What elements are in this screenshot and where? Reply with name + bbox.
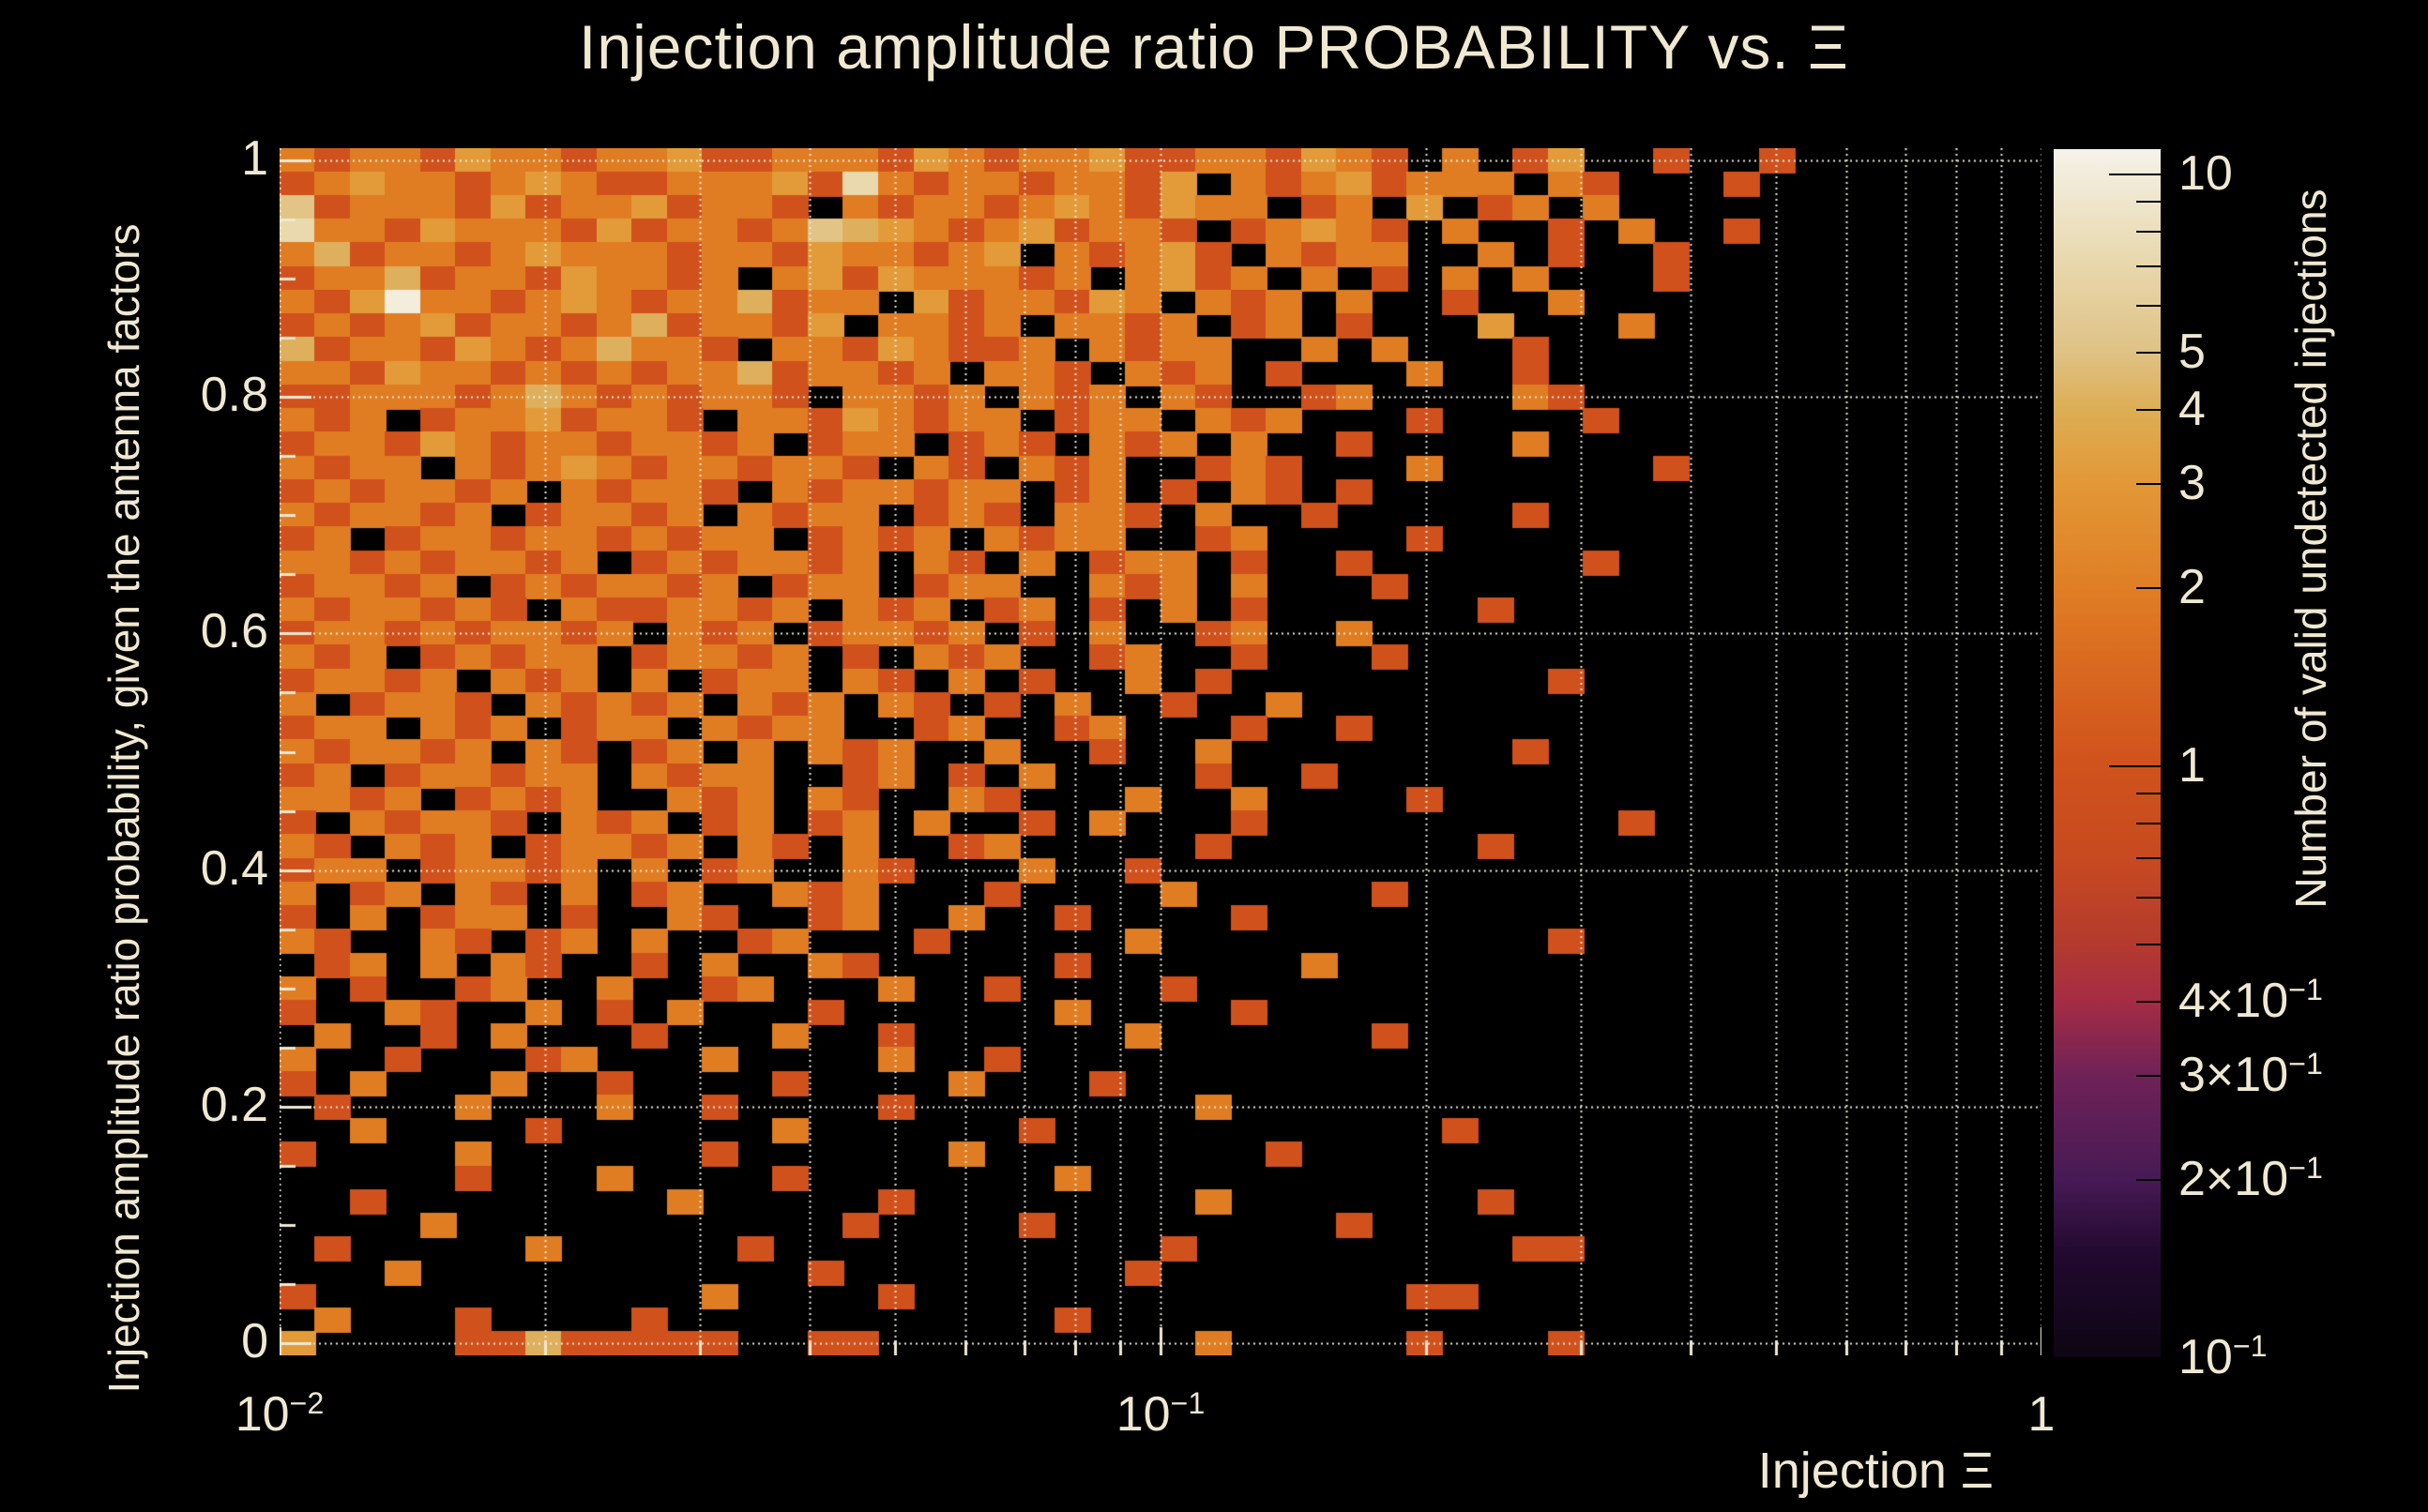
colorbar-tick [2136, 265, 2161, 267]
x-tick-label: 10−1 [1057, 1386, 1264, 1443]
x-tick-label-text: 10 [235, 1387, 290, 1442]
colorbar-tick [2136, 305, 2161, 308]
y-tick-label-text: 0.6 [200, 604, 268, 659]
colorbar-tick-label-exponent: −1 [2288, 1047, 2323, 1081]
colorbar-tick [2109, 765, 2161, 768]
colorbar-tick-label-exponent: −1 [2288, 973, 2323, 1007]
y-tick-label-text: 0.2 [200, 1078, 268, 1133]
y-tick-label: 0.8 [137, 367, 268, 423]
colorbar-tick-label: 2×10−1 [2178, 1151, 2323, 1207]
colorbar-tick [2136, 1001, 2161, 1004]
colorbar-tick [2136, 587, 2161, 590]
colorbar-tick-label-text: 4×10 [2178, 974, 2289, 1029]
y-tick-label-text: 0.8 [200, 367, 268, 422]
colorbar-tick [2136, 897, 2161, 900]
y-tick-label-text: 0.4 [200, 840, 268, 896]
y-tick-label-text: 0 [241, 1314, 268, 1369]
x-tick-label-text: 1 [2027, 1387, 2056, 1442]
colorbar-tick-label-text: 4 [2178, 382, 2206, 437]
colorbar-tick-label-exponent: −1 [2232, 1329, 2268, 1364]
x-axis-title: Injection Ξ [1757, 1443, 1994, 1499]
colorbar-tick-label-text: 3 [2178, 456, 2206, 511]
colorbar-tick [2136, 943, 2161, 945]
x-tick-label-exponent: −1 [1170, 1386, 1206, 1421]
y-tick-label-text: 1 [241, 130, 268, 186]
colorbar-tick-label-text: 10 [2178, 146, 2233, 202]
colorbar-tick-label-text: 2×10 [2178, 1152, 2289, 1207]
colorbar-tick-label: 1 [2178, 737, 2206, 794]
colorbar-tick-label: 4 [2178, 381, 2206, 437]
colorbar-tick [2136, 231, 2161, 234]
y-tick-label: 0.2 [137, 1077, 268, 1133]
colorbar-tick-label: 3×10−1 [2178, 1047, 2323, 1103]
colorbar-tick [2109, 1357, 2161, 1359]
x-tick-label: 1 [1938, 1386, 2145, 1443]
colorbar-tick-label-exponent: −1 [2288, 1151, 2323, 1186]
colorbar-axis-title: Number of valid undetected injections [2286, 189, 2335, 909]
x-tick-label-exponent: −2 [289, 1386, 325, 1421]
colorbar-tick [2136, 352, 2161, 355]
x-tick-label: 10−2 [176, 1386, 383, 1443]
colorbar-tick-label-text: 10 [2178, 1330, 2233, 1384]
y-tick-label: 0.4 [137, 840, 268, 897]
y-tick-label: 0.6 [137, 603, 268, 659]
colorbar-tick-label: 10−1 [2178, 1329, 2268, 1385]
x-tick-label-text: 10 [1115, 1387, 1171, 1442]
colorbar-tick-label-text: 2 [2178, 560, 2206, 615]
colorbar-gradient [2054, 149, 2161, 1357]
colorbar-tick-label: 2 [2178, 559, 2206, 615]
colorbar-tick-label-text: 5 [2178, 325, 2206, 380]
colorbar-tick [2136, 856, 2161, 859]
colorbar-tick [2136, 823, 2161, 825]
colorbar-tick-label: 5 [2178, 324, 2206, 380]
colorbar-tick-label: 3 [2178, 455, 2206, 511]
colorbar-tick [2136, 200, 2161, 203]
colorbar-tick [2136, 483, 2161, 486]
colorbar-tick [2109, 174, 2161, 176]
heatmap-canvas [280, 148, 2041, 1355]
y-tick-label: 0 [137, 1313, 268, 1369]
y-tick-label: 1 [137, 130, 268, 187]
colorbar-tick [2136, 1074, 2161, 1077]
y-axis-title: Injection amplitude ratio probability, g… [99, 223, 148, 1394]
chart-title: Injection amplitude ratio PROBABILITY vs… [579, 12, 1849, 82]
colorbar-tick-label-text: 3×10 [2178, 1047, 2289, 1102]
colorbar-tick [2136, 792, 2161, 794]
colorbar-tick [2136, 409, 2161, 412]
colorbar-tick-label-text: 1 [2178, 738, 2206, 794]
colorbar-tick-label: 10 [2178, 145, 2233, 202]
colorbar-tick [2136, 1179, 2161, 1182]
colorbar-tick-label: 4×10−1 [2178, 973, 2323, 1029]
